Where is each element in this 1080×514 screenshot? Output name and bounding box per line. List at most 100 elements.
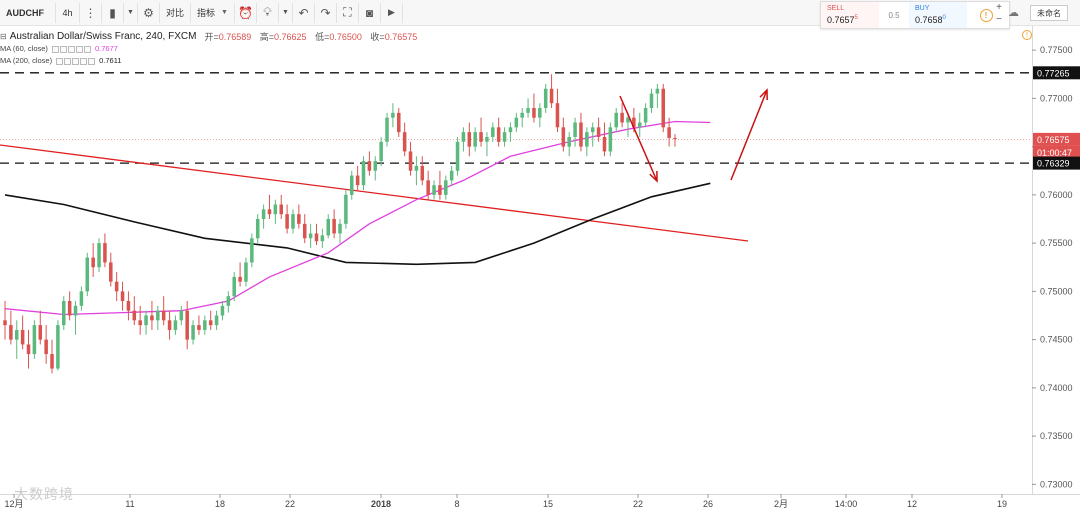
compare-button[interactable]: 对比 [160, 2, 192, 23]
candle [308, 223, 313, 248]
candle-body [291, 214, 295, 229]
candle-body [109, 262, 113, 282]
redo-icon[interactable]: ↷ [315, 2, 337, 23]
indicators-button[interactable]: 指标 ▼ [191, 2, 235, 23]
legend-ma200-row[interactable]: MA (200, close) 0.7611 [0, 55, 423, 67]
candle [73, 301, 78, 335]
warning-icon[interactable]: ! [1022, 30, 1032, 40]
ma60-label: MA (60, close) [0, 44, 48, 53]
candle-body [214, 315, 219, 326]
candle [461, 127, 466, 152]
candle-body [56, 325, 60, 369]
alert-icon[interactable]: ⏰ [235, 2, 257, 23]
candle-body [103, 243, 107, 263]
candle [302, 214, 307, 244]
fullscreen-icon[interactable]: ⛶ [337, 2, 359, 23]
more-vertical-icon[interactable]: ⋮ [80, 2, 102, 23]
candle-body [355, 175, 360, 186]
y-tick-label: 0.73500 [1040, 431, 1073, 441]
candle-body [62, 301, 66, 326]
candle [261, 204, 266, 229]
info-button[interactable]: ! [967, 2, 1005, 28]
sell-button[interactable]: SELL 0.76575 [821, 2, 879, 28]
candle [185, 301, 189, 350]
up-arrow-head [759, 88, 768, 101]
candle [473, 127, 477, 152]
legend-ohlc: 开=0.76589 高=0.76625 低=0.76500 收=0.76575 [204, 31, 423, 43]
cloud-icon[interactable]: ☁ [1008, 7, 1019, 19]
layout-name-button[interactable]: 未命名 [1030, 5, 1068, 21]
candle-body [132, 310, 137, 321]
x-tick-label: 26 [703, 499, 713, 509]
candle-body [561, 127, 566, 147]
candle-body [238, 276, 242, 282]
candle [438, 170, 442, 200]
watermark-text: 大数跨境 [14, 486, 74, 502]
candle [114, 272, 119, 302]
minus-icon[interactable]: − [996, 14, 1002, 25]
x-tick-label: 15 [543, 499, 553, 509]
candle [449, 165, 454, 186]
indicators-label: 指标 [197, 8, 216, 18]
buy-price-main: 0.7658 [915, 15, 943, 25]
candle [549, 74, 554, 109]
sell-price-sup: 5 [854, 15, 858, 21]
y-tick-label: 0.76000 [1040, 190, 1073, 200]
candle [485, 132, 489, 157]
candle-body [514, 117, 519, 128]
timeframe-button[interactable]: 4h [56, 2, 80, 23]
candle [161, 296, 166, 326]
candle [526, 98, 530, 118]
candle-body [226, 296, 231, 306]
low-label: 低= [315, 32, 330, 42]
candle [414, 156, 419, 186]
candle [156, 305, 160, 330]
y-tick-label: 0.77500 [1040, 45, 1073, 55]
candle-body [538, 108, 542, 118]
legend-ma60-row[interactable]: MA (60, close) 0.7677 [0, 43, 423, 55]
candle [226, 291, 231, 313]
candle [661, 83, 666, 133]
ma60-controls[interactable] [51, 45, 91, 53]
gear-icon[interactable]: ⚙ [138, 2, 160, 23]
candle-body [267, 209, 272, 215]
candle [279, 194, 283, 219]
chevron-down-icon[interactable]: ▼ [279, 2, 293, 23]
collapse-icon[interactable]: ⊟ [0, 32, 7, 41]
candle-body [402, 132, 407, 152]
camera-icon[interactable]: ◙ [359, 2, 381, 23]
candle [620, 103, 624, 128]
play-icon[interactable]: ▶ [381, 2, 403, 23]
ma200-value: 0.7611 [99, 56, 122, 65]
candle [203, 315, 207, 335]
candle [585, 127, 589, 157]
x-tick-label: 11 [125, 499, 134, 509]
candle-style-icon[interactable]: ▮ [102, 2, 124, 23]
candle [491, 122, 495, 142]
plus-icon[interactable]: + [996, 2, 1002, 13]
candle-body [426, 180, 430, 195]
price-axis-panel [1032, 26, 1080, 494]
chevron-down-icon[interactable]: ▼ [124, 2, 138, 23]
support-price-label: 0.76329 [1037, 159, 1070, 169]
up-arrow-shaft [730, 89, 768, 181]
candle [508, 122, 513, 142]
candle-body [20, 329, 25, 345]
candle [408, 141, 413, 176]
candle [579, 112, 583, 152]
lightbulb-icon[interactable]: 💡︎ [257, 2, 279, 23]
candle [361, 156, 366, 191]
candle-body [185, 310, 189, 340]
symbol-search[interactable]: AUDCHF [0, 2, 56, 23]
down-arrow [619, 95, 658, 183]
undo-icon[interactable]: ↶ [293, 2, 315, 23]
candle [273, 199, 278, 224]
ma200-controls[interactable] [56, 57, 96, 65]
candle-body [285, 214, 289, 229]
candle [520, 108, 524, 128]
buy-button[interactable]: BUY 0.76580 [909, 2, 967, 28]
x-tick-label: 14:00 [835, 499, 858, 509]
candle-body [156, 310, 160, 321]
candle-body [279, 204, 283, 215]
